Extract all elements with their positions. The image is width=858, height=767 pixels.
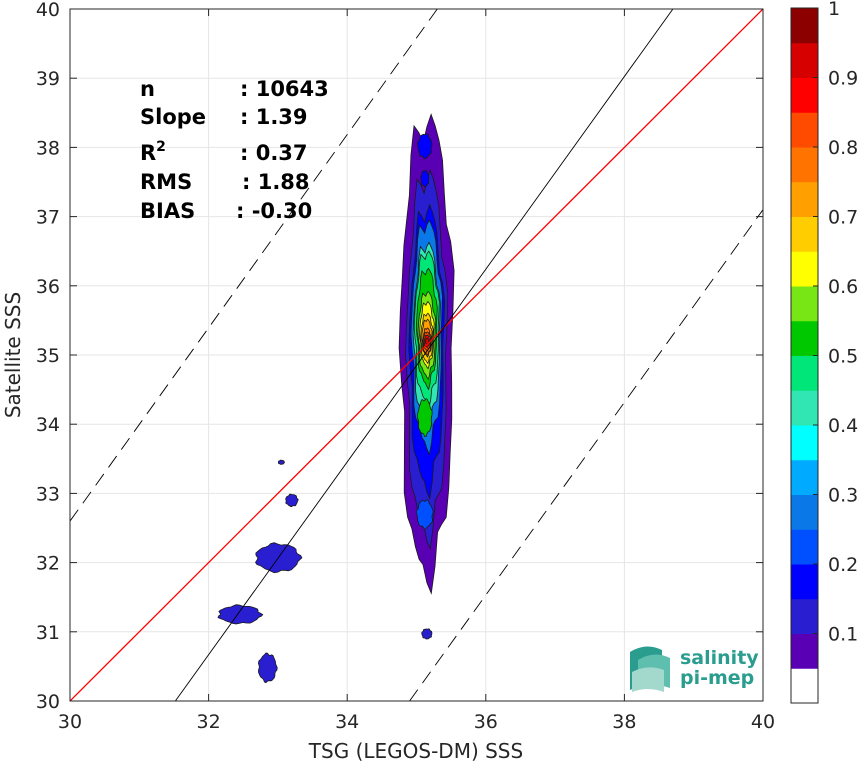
colorbar-tick-label: 0.5 xyxy=(828,346,858,368)
colorbar-segment xyxy=(791,147,818,183)
y-tick-label: 37 xyxy=(36,207,60,229)
y-tick-label: 38 xyxy=(36,137,60,159)
colorbar-segment xyxy=(791,598,818,634)
colorbar-tick-label: 0.7 xyxy=(828,207,858,229)
colorbar-tick-label: 0.8 xyxy=(828,137,858,159)
y-tick-label: 39 xyxy=(36,68,60,90)
y-ticks: 30 31 32 33 34 35 36 37 38 39 40 xyxy=(36,0,763,713)
colorbar-segment xyxy=(791,633,818,669)
density-ring xyxy=(416,398,433,438)
line-1:1 xyxy=(70,9,763,701)
x-tick-label: 32 xyxy=(197,711,221,733)
stat-label: RMS xyxy=(140,170,192,194)
colorbar-tick-label: 0.6 xyxy=(828,276,858,298)
colorbar-segment xyxy=(791,320,818,356)
colorbar-segment xyxy=(791,529,818,565)
stat-label: BIAS xyxy=(140,199,195,223)
stat-label: Slope xyxy=(140,105,206,129)
colorbar-tick-label: 0.3 xyxy=(828,485,858,507)
wave-icon xyxy=(630,646,670,692)
outlier-blob xyxy=(421,628,433,640)
density-contours xyxy=(217,113,455,684)
colorbar-segment xyxy=(791,42,818,78)
y-tick-label: 40 xyxy=(36,0,60,21)
x-tick-label: 36 xyxy=(474,711,498,733)
stat-value: : -0.30 xyxy=(236,199,312,223)
density-ring xyxy=(415,499,434,530)
salinity-pimep-logo: salinity pi-mep xyxy=(630,646,759,692)
x-tick-label: 40 xyxy=(751,711,775,733)
stat-value: : 1.39 xyxy=(240,105,308,129)
colorbar-segment xyxy=(791,390,818,426)
logo-line1: salinity xyxy=(680,647,759,669)
colorbar-segment xyxy=(791,8,818,44)
stat-value: : 1.88 xyxy=(242,170,310,194)
colorbar-segment xyxy=(791,564,818,600)
colorbar: 0.1 0.2 0.3 0.4 0.5 0.6 0.7 0.8 0.9 1 xyxy=(790,0,858,704)
colorbar-segment xyxy=(791,216,818,252)
colorbar-segment xyxy=(791,251,818,287)
y-tick-label: 34 xyxy=(36,414,60,436)
colorbar-segment xyxy=(791,459,818,495)
colorbar-segment xyxy=(791,77,818,113)
stat-value: : 0.37 xyxy=(240,141,308,165)
stat-label: R2 xyxy=(140,139,166,165)
logo-line2: pi-mep xyxy=(680,667,754,689)
stat-label: n xyxy=(140,77,155,101)
x-tick-label: 38 xyxy=(612,711,636,733)
line-regression xyxy=(174,9,674,701)
outlier-blob xyxy=(285,493,299,508)
x-tick-label: 34 xyxy=(335,711,359,733)
x-axis-label: TSG (LEGOS-DM) SSS xyxy=(308,739,523,763)
colorbar-tick-label: 0.9 xyxy=(828,68,858,90)
colorbar-segment xyxy=(791,668,818,704)
colorbar-segment xyxy=(791,425,818,461)
reference-lines xyxy=(70,9,763,701)
colorbar-tick-label: 0.2 xyxy=(828,554,858,576)
colorbar-segment xyxy=(791,286,818,322)
outlier-blob xyxy=(277,459,285,465)
stat-superscript: 2 xyxy=(156,139,166,155)
colorbar-segment xyxy=(791,181,818,217)
density-ring xyxy=(416,133,433,160)
colorbar-tick-label: 1 xyxy=(828,0,840,20)
y-tick-label: 35 xyxy=(36,345,60,367)
density-ring xyxy=(420,170,430,188)
stats-box: n : 10643 Slope : 1.39 R2 : 0.37 RMS : 1.88 BIAS… xyxy=(140,77,329,223)
y-tick-label: 32 xyxy=(36,553,60,575)
outlier-blob xyxy=(217,604,264,625)
y-tick-label: 31 xyxy=(36,622,60,644)
colorbar-segment xyxy=(791,494,818,530)
colorbar-segment xyxy=(791,112,818,148)
outlier-blob xyxy=(257,652,278,684)
x-ticks: 30 32 34 36 38 40 xyxy=(58,9,775,733)
colorbar-tick-label: 0.1 xyxy=(828,624,858,646)
x-tick-label: 30 xyxy=(58,711,82,733)
y-tick-label: 36 xyxy=(36,276,60,298)
y-tick-label: 33 xyxy=(36,483,60,505)
colorbar-tick-label: 0.4 xyxy=(828,415,858,437)
y-axis-label: Satellite SSS xyxy=(1,292,25,418)
y-tick-label: 30 xyxy=(36,691,60,713)
stat-value: : 10643 xyxy=(240,77,329,101)
line-upper-bound xyxy=(70,9,438,522)
line-lower-bound xyxy=(409,209,763,701)
colorbar-segment xyxy=(791,355,818,391)
